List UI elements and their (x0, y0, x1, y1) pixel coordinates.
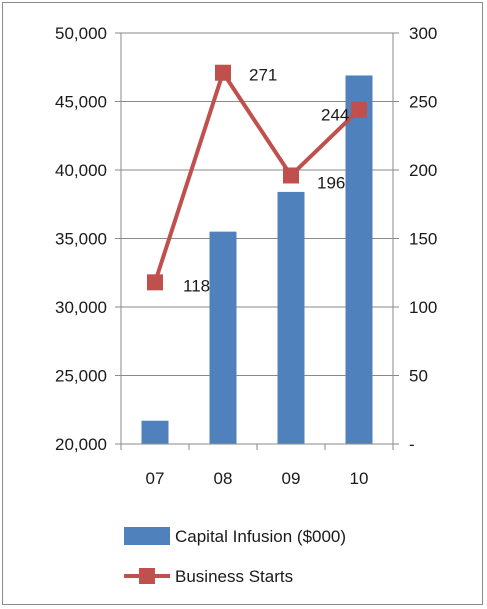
bar-10 (345, 75, 373, 444)
right-tick-label: 50 (409, 367, 428, 386)
line-marker-07 (147, 274, 163, 291)
line-series (147, 64, 367, 291)
left-tick-label: 40,000 (55, 161, 107, 180)
legend-label-business-starts: Business Starts (175, 567, 293, 586)
line-marker-09 (283, 167, 299, 184)
x-tick-label: 07 (146, 469, 165, 488)
line-data-label: 271 (249, 66, 277, 85)
left-tick-label: 35,000 (55, 230, 107, 249)
bar-09 (277, 191, 305, 444)
x-tick-label: 09 (282, 469, 301, 488)
left-tick-label: 20,000 (55, 435, 107, 454)
left-tick-label: 45,000 (55, 93, 107, 112)
left-tick-label: 25,000 (55, 367, 107, 386)
bar-08 (209, 231, 237, 444)
tick-labels: 20,000 25,000 30,000 35,000 40,000 45,000 50,0… (55, 24, 437, 488)
x-tick-label: 10 (350, 469, 369, 488)
right-tick-label: 200 (409, 161, 437, 180)
right-tick-label: 250 (409, 93, 437, 112)
right-tick-label: 150 (409, 230, 437, 249)
bar-07 (141, 420, 169, 444)
left-tick-label: 50,000 (55, 24, 107, 43)
right-tick-label: - (409, 435, 415, 454)
chart-frame: 20,000 25,000 30,000 35,000 40,000 45,000 50,0… (2, 2, 483, 605)
line-marker-08 (215, 64, 231, 81)
legend-swatch-capital-infusion (124, 527, 170, 545)
combo-chart: 20,000 25,000 30,000 35,000 40,000 45,000 50,0… (55, 24, 437, 586)
right-tick-label: 300 (409, 24, 437, 43)
right-tick-label: 100 (409, 298, 437, 317)
legend-marker-business-starts (139, 568, 155, 584)
line-data-label: 118 (183, 276, 210, 295)
business-starts-line (153, 70, 361, 283)
line-data-label: 196 (317, 173, 345, 192)
line-data-label: 244 (321, 106, 349, 125)
left-tick-label: 30,000 (55, 298, 107, 317)
line-marker-10 (351, 101, 367, 118)
axes (115, 32, 399, 450)
bar-series (141, 75, 373, 444)
legend-label-capital-infusion: Capital Infusion ($000) (175, 527, 346, 546)
x-tick-label: 08 (214, 469, 233, 488)
legend: Capital Infusion ($000) Business Starts (124, 527, 346, 586)
